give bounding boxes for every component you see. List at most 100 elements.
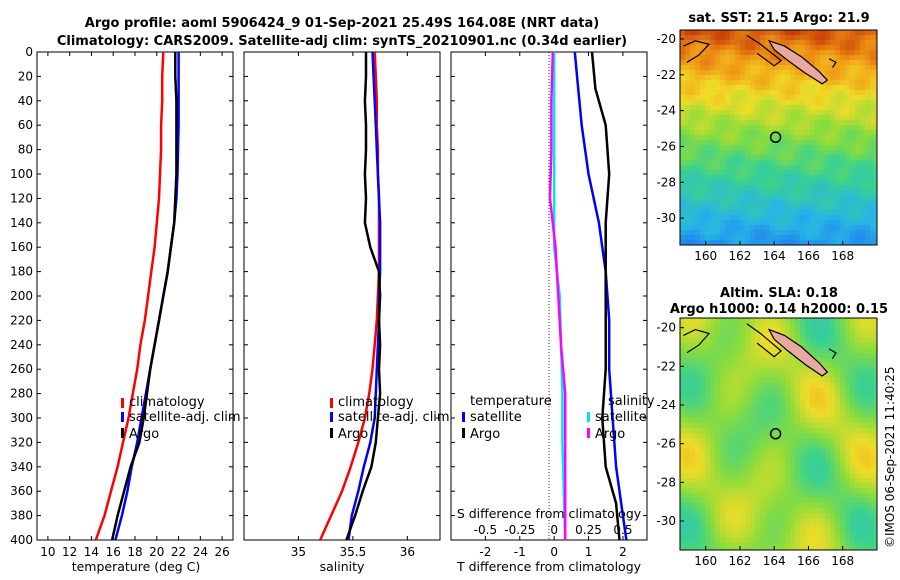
- heatmap-cell: [725, 543, 731, 549]
- heatmap-cell: [720, 215, 726, 221]
- heatmap-cell: [860, 55, 866, 61]
- heatmap-cell: [830, 403, 836, 409]
- heatmap-cell: [850, 453, 856, 459]
- heatmap-cell: [805, 110, 811, 116]
- heatmap-cell: [875, 408, 877, 414]
- heatmap-cell: [760, 433, 766, 439]
- heatmap-cell: [800, 388, 806, 394]
- heatmap-cell: [840, 468, 846, 474]
- heatmap-cell: [750, 418, 756, 424]
- heatmap-cell: [720, 195, 726, 201]
- heatmap-cell: [865, 363, 871, 369]
- heatmap-cell: [870, 115, 876, 121]
- heatmap-cell: [695, 235, 701, 241]
- heatmap-cell: [825, 318, 831, 324]
- heatmap-cell: [875, 513, 877, 519]
- heatmap-cell: [750, 398, 756, 404]
- heatmap-cell: [815, 165, 821, 171]
- heatmap-cell: [795, 80, 801, 86]
- heatmap-cell: [780, 543, 786, 549]
- heatmap-cell: [710, 348, 716, 354]
- heatmap-cell: [720, 488, 726, 494]
- heatmap-cell: [875, 498, 877, 504]
- heatmap-cell: [695, 413, 701, 419]
- heatmap-cell: [680, 528, 686, 534]
- heatmap-cell: [865, 438, 871, 444]
- heatmap-cell: [825, 90, 831, 96]
- depth-tick-label: 160: [10, 240, 33, 254]
- heatmap-cell: [795, 548, 801, 550]
- heatmap-cell: [865, 498, 871, 504]
- heatmap-cell: [760, 423, 766, 429]
- heatmap-cell: [750, 528, 756, 534]
- heatmap-cell: [710, 45, 716, 51]
- heatmap-cell: [865, 353, 871, 359]
- heatmap-cell: [755, 498, 761, 504]
- heatmap-cell: [855, 65, 861, 71]
- heatmap-cell: [795, 205, 801, 211]
- legend-swatch-argo: [330, 428, 333, 438]
- lon-tick-label: 164: [763, 249, 786, 263]
- heatmap-cell: [775, 448, 781, 454]
- heatmap-cell: [840, 408, 846, 414]
- heatmap-cell: [690, 140, 696, 146]
- heatmap-cell: [740, 200, 746, 206]
- heatmap-cell: [680, 503, 686, 509]
- heatmap-cell: [750, 353, 756, 359]
- heatmap-cell: [860, 135, 866, 141]
- heatmap-cell: [805, 80, 811, 86]
- heatmap-cell: [795, 50, 801, 56]
- heatmap-cell: [680, 318, 686, 324]
- heatmap-cell: [845, 528, 851, 534]
- heatmap-cell: [785, 160, 791, 166]
- heatmap-cell: [695, 225, 701, 231]
- legend-argo: Argo: [338, 427, 368, 442]
- heatmap-cell: [860, 528, 866, 534]
- heatmap-cell: [730, 478, 736, 484]
- heatmap-cell: [725, 190, 731, 196]
- heatmap-cell: [685, 50, 691, 56]
- heatmap-cell: [825, 215, 831, 221]
- heatmap-cell: [775, 145, 781, 151]
- heatmap-cell: [780, 538, 786, 544]
- heatmap-cell: [790, 110, 796, 116]
- heatmap-cell: [730, 35, 736, 41]
- heatmap-cell: [760, 135, 766, 141]
- heatmap-cell: [865, 145, 871, 151]
- heatmap-cell: [755, 155, 761, 161]
- heatmap-cell: [745, 60, 751, 66]
- heatmap-cell: [820, 448, 826, 454]
- heatmap-cell: [720, 70, 726, 76]
- heatmap-cell: [800, 220, 806, 226]
- heatmap-cell: [705, 323, 711, 329]
- heatmap-cell: [735, 463, 741, 469]
- heatmap-cell: [690, 30, 696, 36]
- legend-temperature-title: temperature: [470, 394, 552, 409]
- heatmap-cell: [830, 458, 836, 464]
- heatmap-cell: [680, 40, 686, 46]
- heatmap-cell: [805, 160, 811, 166]
- heatmap-cell: [730, 488, 736, 494]
- heatmap-cell: [805, 388, 811, 394]
- heatmap-cell: [690, 195, 696, 201]
- heatmap-cell: [865, 220, 871, 226]
- heatmap-cell: [730, 165, 736, 171]
- heatmap-cell: [775, 473, 781, 479]
- heatmap-cell: [790, 115, 796, 121]
- heatmap-cell: [775, 493, 781, 499]
- heatmap-cell: [850, 35, 856, 41]
- heatmap-cell: [715, 60, 721, 66]
- heatmap-cell: [840, 478, 846, 484]
- heatmap-cell: [770, 205, 776, 211]
- heatmap-cell: [865, 190, 871, 196]
- heatmap-cell: [820, 65, 826, 71]
- heatmap-cell: [710, 130, 716, 136]
- heatmap-cell: [810, 368, 816, 374]
- heatmap-cell: [845, 368, 851, 374]
- heatmap-cell: [860, 463, 866, 469]
- heatmap-cell: [760, 383, 766, 389]
- heatmap-cell: [785, 220, 791, 226]
- heatmap-cell: [835, 393, 841, 399]
- heatmap-cell: [690, 498, 696, 504]
- heatmap-cell: [705, 60, 711, 66]
